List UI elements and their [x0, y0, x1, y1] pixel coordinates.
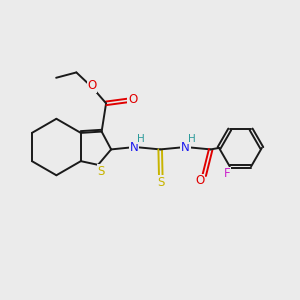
Text: N: N [130, 140, 139, 154]
Text: H: H [188, 134, 195, 144]
Text: O: O [128, 93, 137, 106]
Text: S: S [157, 176, 164, 189]
Text: O: O [195, 174, 204, 188]
Text: O: O [88, 79, 97, 92]
Text: S: S [98, 165, 105, 178]
Text: N: N [181, 140, 190, 154]
Text: H: H [137, 134, 145, 144]
Text: F: F [224, 167, 231, 180]
